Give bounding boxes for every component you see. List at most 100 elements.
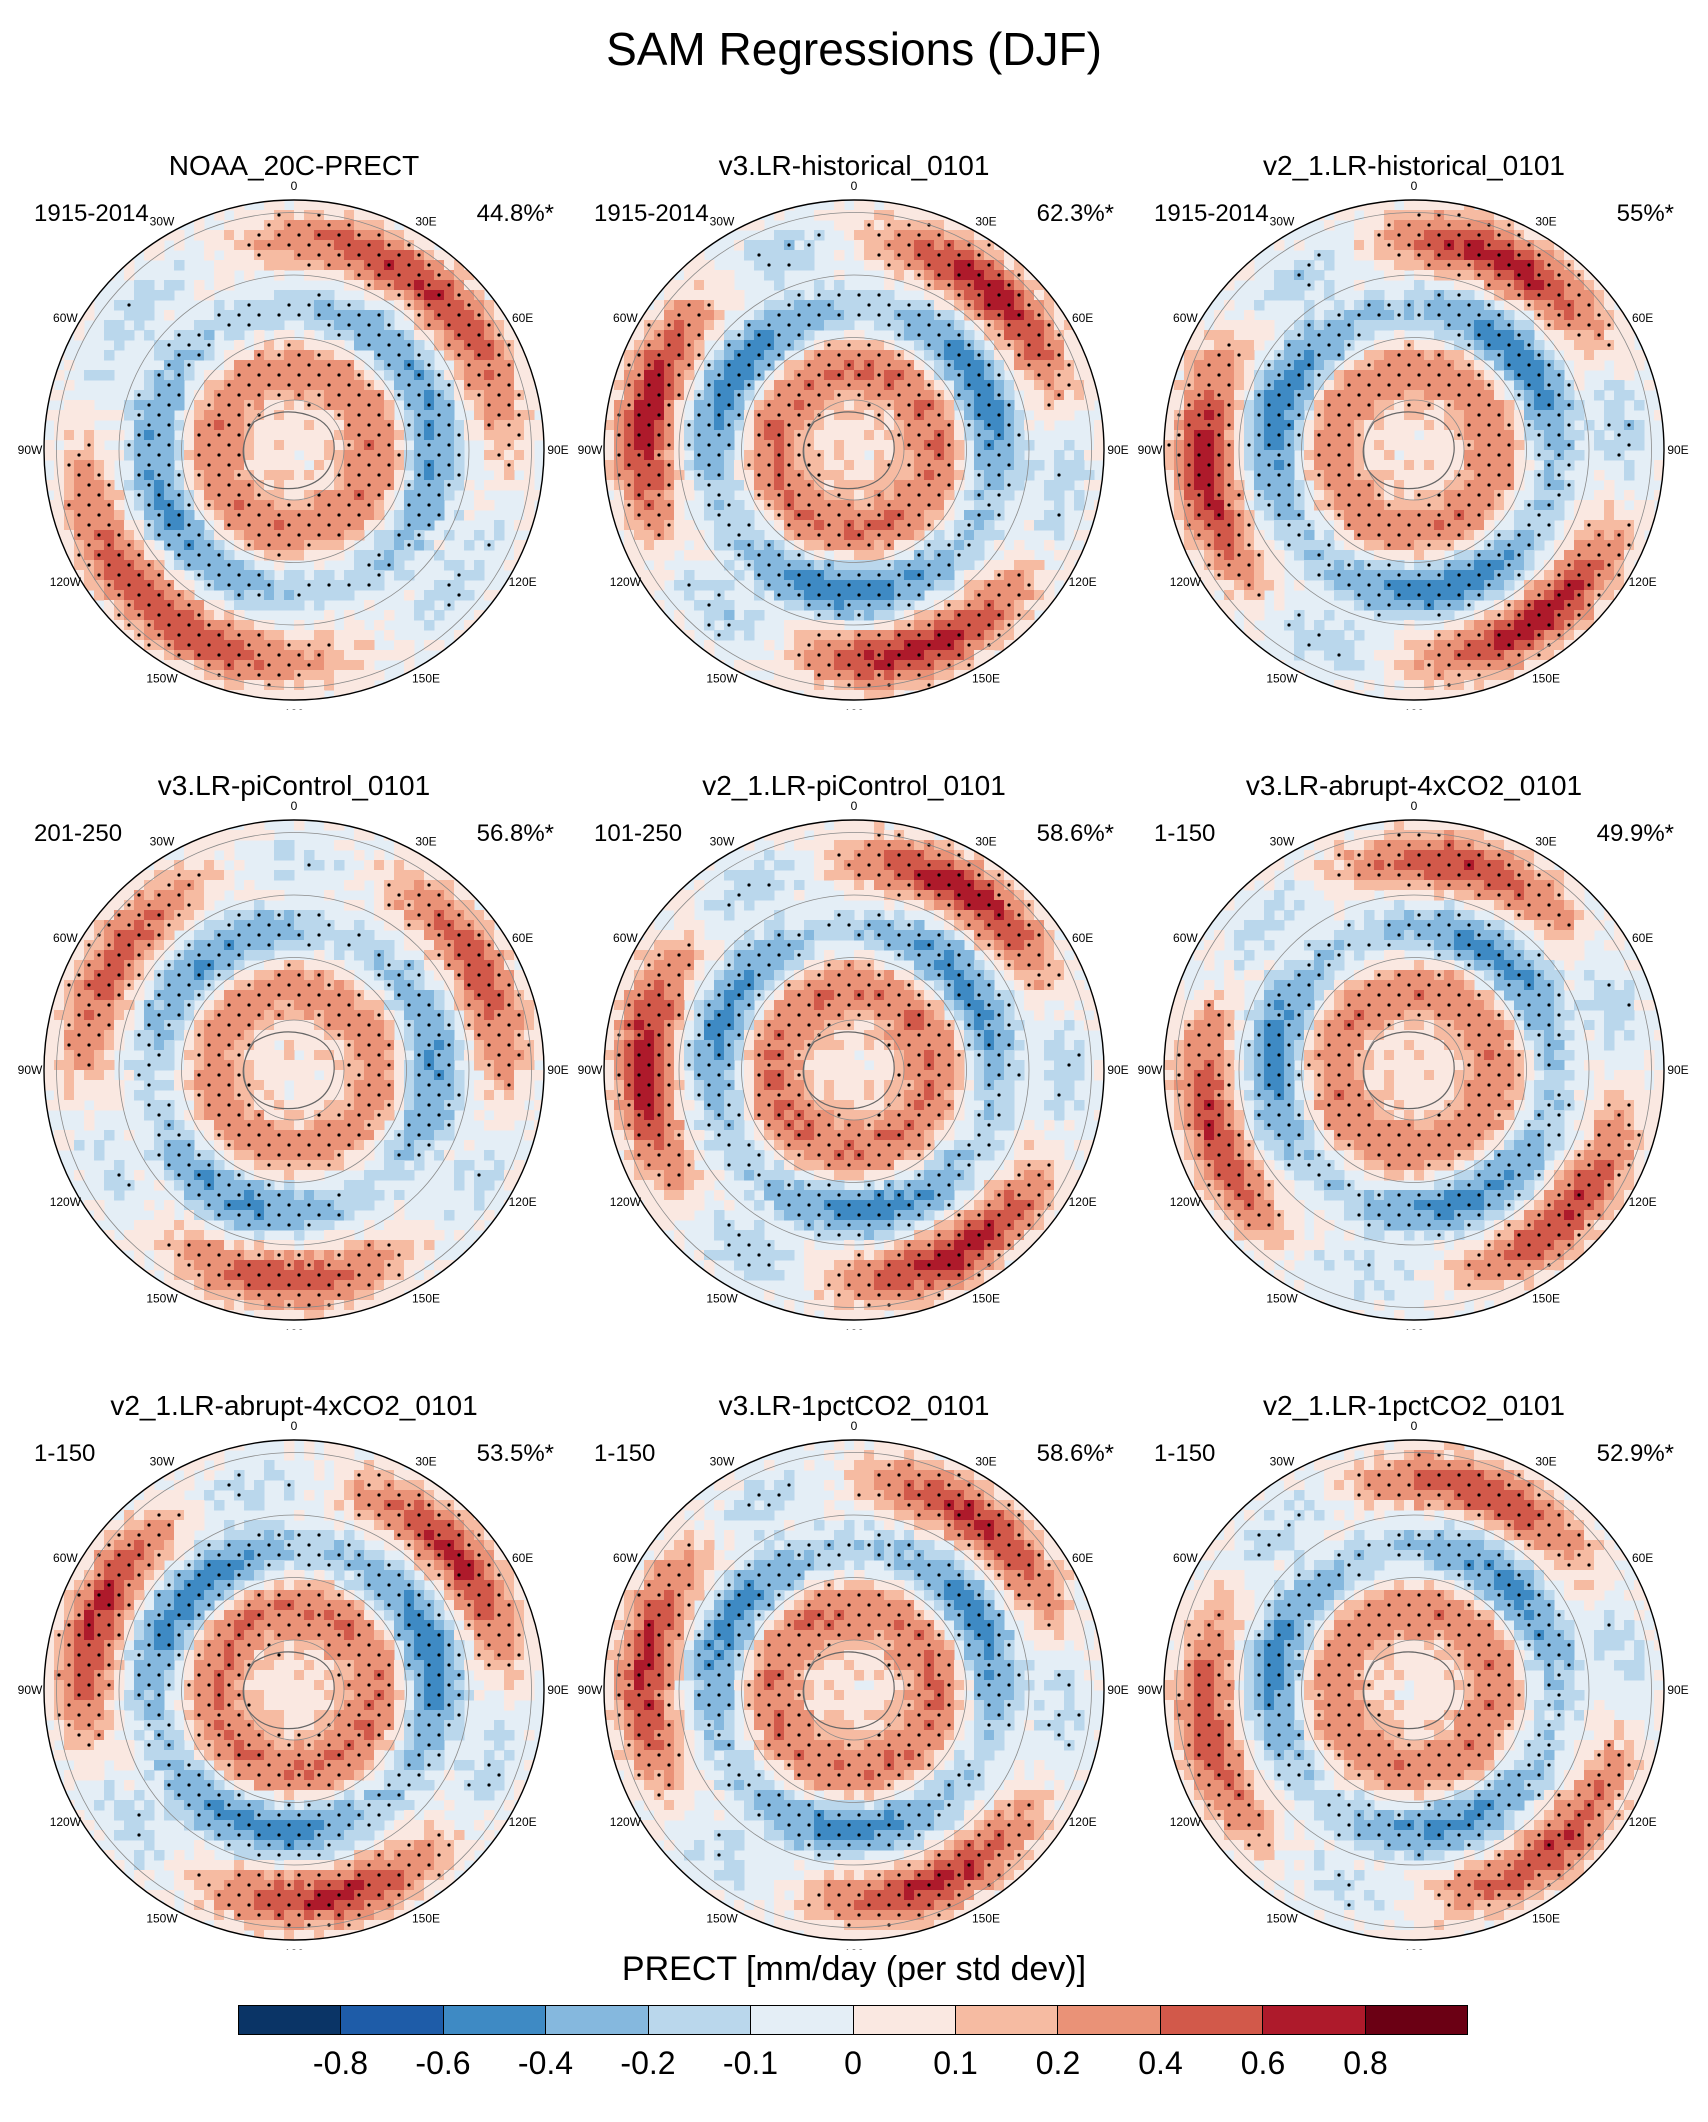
longitude-label: 60W bbox=[1173, 931, 1198, 945]
longitude-label: 0 bbox=[291, 179, 298, 193]
map-panel: v3.LR-1pctCO2_0101 1-150 58.6%* 0 30E 60E 90E 1… bbox=[574, 1390, 1134, 1950]
longitude-label: 60E bbox=[1072, 1551, 1093, 1565]
colorbar-box bbox=[750, 2006, 853, 2034]
longitude-label: 90E bbox=[1107, 1683, 1128, 1697]
precip-field bbox=[604, 200, 1104, 700]
longitude-label: 180 bbox=[1404, 1327, 1424, 1330]
longitude-label: 180 bbox=[844, 707, 864, 710]
longitude-label: 60W bbox=[613, 311, 638, 325]
longitude-label: 120W bbox=[1170, 1815, 1202, 1829]
precip-field bbox=[44, 1440, 544, 1940]
colorbar-tick-label: 0.1 bbox=[933, 2045, 978, 2081]
colorbar-tick-label: 0.6 bbox=[1240, 2045, 1286, 2081]
longitude-label: 120W bbox=[610, 1815, 642, 1829]
panel-period: 1915-2014 bbox=[1154, 200, 1269, 227]
panel-title: NOAA_20C-PRECT bbox=[168, 150, 420, 181]
longitude-label: 30W bbox=[1270, 834, 1295, 848]
longitude-label: 90E bbox=[547, 1063, 568, 1077]
longitude-label: 90W bbox=[18, 443, 43, 457]
panel-title: v2_1.LR-piControl_0101 bbox=[702, 770, 1006, 801]
antarctica-coastline bbox=[242, 1031, 335, 1110]
longitude-label: 120W bbox=[50, 575, 82, 589]
panel-period: 1-150 bbox=[1154, 1440, 1216, 1467]
antarctica-coastline bbox=[242, 1651, 335, 1730]
map-border bbox=[43, 199, 545, 701]
longitude-label: 150E bbox=[412, 1292, 440, 1306]
map-panel: v3.LR-historical_0101 1915-2014 62.3%* 0 30E… bbox=[574, 150, 1134, 710]
significance-stippling bbox=[1177, 1453, 1631, 1907]
longitude-label: 30E bbox=[415, 214, 436, 228]
longitude-label: 90W bbox=[1138, 443, 1163, 457]
panel-title: v2_1.LR-1pctCO2_0101 bbox=[1263, 1390, 1565, 1421]
longitude-label: 60W bbox=[53, 931, 78, 945]
precip-field bbox=[44, 200, 544, 700]
map-border bbox=[43, 819, 545, 1321]
longitude-label: 30W bbox=[150, 214, 175, 228]
map-border bbox=[1163, 819, 1665, 1321]
colorbar-tick-label: -0.8 bbox=[312, 2045, 369, 2081]
longitude-label: 90E bbox=[1667, 443, 1688, 457]
longitude-label: 0 bbox=[291, 1419, 298, 1433]
panel-period: 1-150 bbox=[1154, 820, 1216, 847]
panel-variance-explained: 52.9%* bbox=[1596, 1440, 1674, 1467]
map-panel: v2_1.LR-1pctCO2_0101 1-150 52.9%* 0 30E 60E 90… bbox=[1134, 1390, 1694, 1950]
polar-map: 0 30E 60E 90E 120E 150E 180 150W 120W 90W 60W 30W bbox=[578, 1419, 1129, 1950]
longitude-label: 90E bbox=[1107, 443, 1128, 457]
significance-stippling bbox=[57, 1473, 521, 1927]
longitude-label: 90W bbox=[1138, 1063, 1163, 1077]
longitude-label: 120W bbox=[1170, 1195, 1202, 1209]
colorbar-box bbox=[1057, 2006, 1160, 2034]
polar-map: 0 30E 60E 90E 120E 150E 180 150W 120W 90W 60W 30W bbox=[578, 179, 1129, 710]
longitude-label: 0 bbox=[851, 179, 858, 193]
longitude-label: 150W bbox=[146, 1292, 178, 1306]
longitude-label: 120E bbox=[1629, 1195, 1657, 1209]
antarctica-coastline bbox=[1362, 1031, 1455, 1110]
longitude-label: 30E bbox=[415, 834, 436, 848]
antarctica-coastline bbox=[802, 1031, 895, 1110]
longitude-label: 60E bbox=[1632, 311, 1653, 325]
longitude-label: 60E bbox=[1632, 1551, 1653, 1565]
colorbar-title: PRECT [mm/day (per std dev)] bbox=[621, 1950, 1087, 1988]
colorbar-tick-label: 0.4 bbox=[1138, 2045, 1183, 2081]
colorbar bbox=[238, 2005, 1468, 2035]
longitude-label: 0 bbox=[851, 799, 858, 813]
longitude-label: 120W bbox=[610, 575, 642, 589]
significance-stippling bbox=[67, 863, 531, 1307]
significance-stippling bbox=[1177, 833, 1641, 1287]
longitude-label: 60E bbox=[512, 311, 533, 325]
colorbar-box bbox=[852, 2006, 955, 2034]
longitude-label: 180 bbox=[1404, 1947, 1424, 1950]
longitude-label: 30E bbox=[975, 214, 996, 228]
colorbar-tick-label: -0.2 bbox=[620, 2045, 676, 2081]
panel-title: v3.LR-historical_0101 bbox=[718, 150, 990, 181]
antarctica-coastline bbox=[1362, 411, 1455, 490]
map-panel: v2_1.LR-historical_0101 1915-2014 55%* 0 30E… bbox=[1134, 150, 1694, 710]
longitude-label: 120E bbox=[509, 1195, 537, 1209]
longitude-label: 120E bbox=[1629, 1815, 1657, 1829]
precip-field bbox=[44, 820, 544, 1320]
longitude-label: 90E bbox=[1107, 1063, 1128, 1077]
longitude-label: 90W bbox=[18, 1683, 43, 1697]
colorbar-box bbox=[1262, 2006, 1365, 2034]
longitude-label: 30E bbox=[975, 1454, 996, 1468]
precip-field bbox=[1164, 820, 1664, 1320]
longitude-label: 60E bbox=[1632, 931, 1653, 945]
map-border bbox=[603, 199, 1105, 701]
longitude-label: 180 bbox=[1404, 707, 1424, 710]
longitude-label: 30E bbox=[1535, 1454, 1556, 1468]
panel-title: v2_1.LR-abrupt-4xCO2_0101 bbox=[110, 1390, 478, 1421]
longitude-label: 120E bbox=[509, 575, 537, 589]
panel-title: v2_1.LR-historical_0101 bbox=[1263, 150, 1565, 181]
longitude-label: 30E bbox=[975, 834, 996, 848]
map-panel: v2_1.LR-abrupt-4xCO2_0101 1-150 53.5%* 0 30E… bbox=[14, 1390, 574, 1950]
panel-title: v3.LR-abrupt-4xCO2_0101 bbox=[1245, 770, 1583, 801]
polar-map: 0 30E 60E 90E 120E 150E 180 150W 120W 90W 60W 30W bbox=[18, 799, 569, 1330]
panel-variance-explained: 53.5%* bbox=[476, 1440, 554, 1467]
longitude-label: 120W bbox=[610, 1195, 642, 1209]
longitude-label: 90W bbox=[578, 1683, 603, 1697]
longitude-label: 60W bbox=[1173, 311, 1198, 325]
panel-title: v3.LR-piControl_0101 bbox=[157, 770, 431, 801]
longitude-label: 30W bbox=[710, 1454, 735, 1468]
longitude-label: 30W bbox=[1270, 1454, 1295, 1468]
longitude-label: 60W bbox=[53, 1551, 78, 1565]
